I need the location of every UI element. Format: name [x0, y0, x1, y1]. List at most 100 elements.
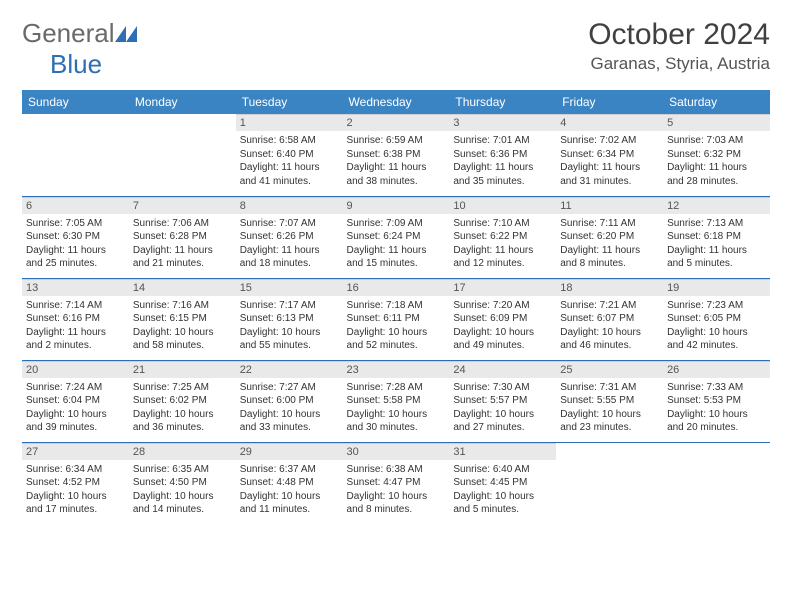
sunrise-text: Sunrise: 7:01 AM	[453, 134, 552, 148]
calendar-cell: 26Sunrise: 7:33 AMSunset: 5:53 PMDayligh…	[663, 360, 770, 442]
calendar-cell: 8Sunrise: 7:07 AMSunset: 6:26 PMDaylight…	[236, 196, 343, 278]
sunset-text: Sunset: 6:15 PM	[133, 312, 232, 326]
daylight-text: Daylight: 10 hours and 14 minutes.	[133, 490, 232, 517]
title-block: October 2024 Garanas, Styria, Austria	[588, 18, 770, 74]
sunrise-text: Sunrise: 6:35 AM	[133, 463, 232, 477]
daylight-text: Daylight: 10 hours and 30 minutes.	[347, 408, 446, 435]
sunset-text: Sunset: 6:07 PM	[560, 312, 659, 326]
sunrise-text: Sunrise: 7:07 AM	[240, 217, 339, 231]
day-number: 16	[343, 279, 450, 296]
sunset-text: Sunset: 6:20 PM	[560, 230, 659, 244]
sunset-text: Sunset: 4:47 PM	[347, 476, 446, 490]
daylight-text: Daylight: 10 hours and 52 minutes.	[347, 326, 446, 353]
calendar-week: 13Sunrise: 7:14 AMSunset: 6:16 PMDayligh…	[22, 278, 770, 360]
sunrise-text: Sunrise: 7:33 AM	[667, 381, 766, 395]
sunrise-text: Sunrise: 7:24 AM	[26, 381, 125, 395]
month-title: October 2024	[588, 18, 770, 52]
day-content: Sunrise: 6:38 AMSunset: 4:47 PMDaylight:…	[343, 460, 450, 520]
header: GeneralBlue October 2024 Garanas, Styria…	[22, 18, 770, 80]
calendar-cell: 21Sunrise: 7:25 AMSunset: 6:02 PMDayligh…	[129, 360, 236, 442]
sunset-text: Sunset: 6:28 PM	[133, 230, 232, 244]
day-number: 31	[449, 443, 556, 460]
weekday-header: Sunday	[22, 90, 129, 114]
sunrise-text: Sunrise: 7:31 AM	[560, 381, 659, 395]
sunset-text: Sunset: 6:18 PM	[667, 230, 766, 244]
sunset-text: Sunset: 6:00 PM	[240, 394, 339, 408]
day-number: 5	[663, 114, 770, 131]
sunset-text: Sunset: 6:32 PM	[667, 148, 766, 162]
daylight-text: Daylight: 11 hours and 25 minutes.	[26, 244, 125, 271]
calendar-week: 20Sunrise: 7:24 AMSunset: 6:04 PMDayligh…	[22, 360, 770, 442]
daylight-text: Daylight: 11 hours and 41 minutes.	[240, 161, 339, 188]
day-content: Sunrise: 7:33 AMSunset: 5:53 PMDaylight:…	[663, 378, 770, 438]
calendar-cell: 11Sunrise: 7:11 AMSunset: 6:20 PMDayligh…	[556, 196, 663, 278]
logo-text: GeneralBlue	[22, 18, 137, 80]
weekday-header: Wednesday	[343, 90, 450, 114]
day-content: Sunrise: 7:09 AMSunset: 6:24 PMDaylight:…	[343, 214, 450, 274]
daylight-text: Daylight: 10 hours and 42 minutes.	[667, 326, 766, 353]
sunset-text: Sunset: 6:40 PM	[240, 148, 339, 162]
day-content: Sunrise: 6:35 AMSunset: 4:50 PMDaylight:…	[129, 460, 236, 520]
daylight-text: Daylight: 11 hours and 35 minutes.	[453, 161, 552, 188]
day-content: Sunrise: 7:17 AMSunset: 6:13 PMDaylight:…	[236, 296, 343, 356]
sunrise-text: Sunrise: 7:27 AM	[240, 381, 339, 395]
daylight-text: Daylight: 10 hours and 8 minutes.	[347, 490, 446, 517]
day-number: 9	[343, 197, 450, 214]
calendar-cell	[556, 442, 663, 524]
day-content: Sunrise: 7:13 AMSunset: 6:18 PMDaylight:…	[663, 214, 770, 274]
sunset-text: Sunset: 6:02 PM	[133, 394, 232, 408]
daylight-text: Daylight: 10 hours and 49 minutes.	[453, 326, 552, 353]
daylight-text: Daylight: 10 hours and 11 minutes.	[240, 490, 339, 517]
day-content: Sunrise: 6:37 AMSunset: 4:48 PMDaylight:…	[236, 460, 343, 520]
sunrise-text: Sunrise: 7:02 AM	[560, 134, 659, 148]
sunset-text: Sunset: 5:53 PM	[667, 394, 766, 408]
daylight-text: Daylight: 10 hours and 17 minutes.	[26, 490, 125, 517]
day-number: 23	[343, 361, 450, 378]
daylight-text: Daylight: 11 hours and 18 minutes.	[240, 244, 339, 271]
daylight-text: Daylight: 11 hours and 15 minutes.	[347, 244, 446, 271]
day-number: 2	[343, 114, 450, 131]
weekday-header: Saturday	[663, 90, 770, 114]
day-content: Sunrise: 7:07 AMSunset: 6:26 PMDaylight:…	[236, 214, 343, 274]
location: Garanas, Styria, Austria	[588, 54, 770, 74]
calendar-cell: 7Sunrise: 7:06 AMSunset: 6:28 PMDaylight…	[129, 196, 236, 278]
sunset-text: Sunset: 6:05 PM	[667, 312, 766, 326]
sunrise-text: Sunrise: 7:30 AM	[453, 381, 552, 395]
daylight-text: Daylight: 10 hours and 27 minutes.	[453, 408, 552, 435]
daylight-text: Daylight: 10 hours and 5 minutes.	[453, 490, 552, 517]
day-number: 30	[343, 443, 450, 460]
day-content: Sunrise: 6:58 AMSunset: 6:40 PMDaylight:…	[236, 131, 343, 191]
calendar-cell: 6Sunrise: 7:05 AMSunset: 6:30 PMDaylight…	[22, 196, 129, 278]
sunset-text: Sunset: 6:34 PM	[560, 148, 659, 162]
daylight-text: Daylight: 10 hours and 39 minutes.	[26, 408, 125, 435]
day-content: Sunrise: 6:34 AMSunset: 4:52 PMDaylight:…	[22, 460, 129, 520]
sunrise-text: Sunrise: 7:18 AM	[347, 299, 446, 313]
day-content: Sunrise: 7:05 AMSunset: 6:30 PMDaylight:…	[22, 214, 129, 274]
day-number: 25	[556, 361, 663, 378]
sunrise-text: Sunrise: 7:14 AM	[26, 299, 125, 313]
sunset-text: Sunset: 6:26 PM	[240, 230, 339, 244]
daylight-text: Daylight: 11 hours and 21 minutes.	[133, 244, 232, 271]
day-content: Sunrise: 6:59 AMSunset: 6:38 PMDaylight:…	[343, 131, 450, 191]
day-content: Sunrise: 6:40 AMSunset: 4:45 PMDaylight:…	[449, 460, 556, 520]
day-number: 21	[129, 361, 236, 378]
day-number: 4	[556, 114, 663, 131]
day-content: Sunrise: 7:21 AMSunset: 6:07 PMDaylight:…	[556, 296, 663, 356]
day-number: 8	[236, 197, 343, 214]
logo-mark-icon	[115, 18, 137, 49]
day-number: 15	[236, 279, 343, 296]
sunrise-text: Sunrise: 7:17 AM	[240, 299, 339, 313]
sunset-text: Sunset: 5:57 PM	[453, 394, 552, 408]
sunset-text: Sunset: 5:55 PM	[560, 394, 659, 408]
daylight-text: Daylight: 10 hours and 55 minutes.	[240, 326, 339, 353]
day-number: 13	[22, 279, 129, 296]
day-content: Sunrise: 7:25 AMSunset: 6:02 PMDaylight:…	[129, 378, 236, 438]
day-number: 11	[556, 197, 663, 214]
day-number: 27	[22, 443, 129, 460]
day-number: 7	[129, 197, 236, 214]
day-content: Sunrise: 7:18 AMSunset: 6:11 PMDaylight:…	[343, 296, 450, 356]
weekday-header: Tuesday	[236, 90, 343, 114]
daylight-text: Daylight: 11 hours and 8 minutes.	[560, 244, 659, 271]
day-content: Sunrise: 7:01 AMSunset: 6:36 PMDaylight:…	[449, 131, 556, 191]
calendar-cell: 23Sunrise: 7:28 AMSunset: 5:58 PMDayligh…	[343, 360, 450, 442]
